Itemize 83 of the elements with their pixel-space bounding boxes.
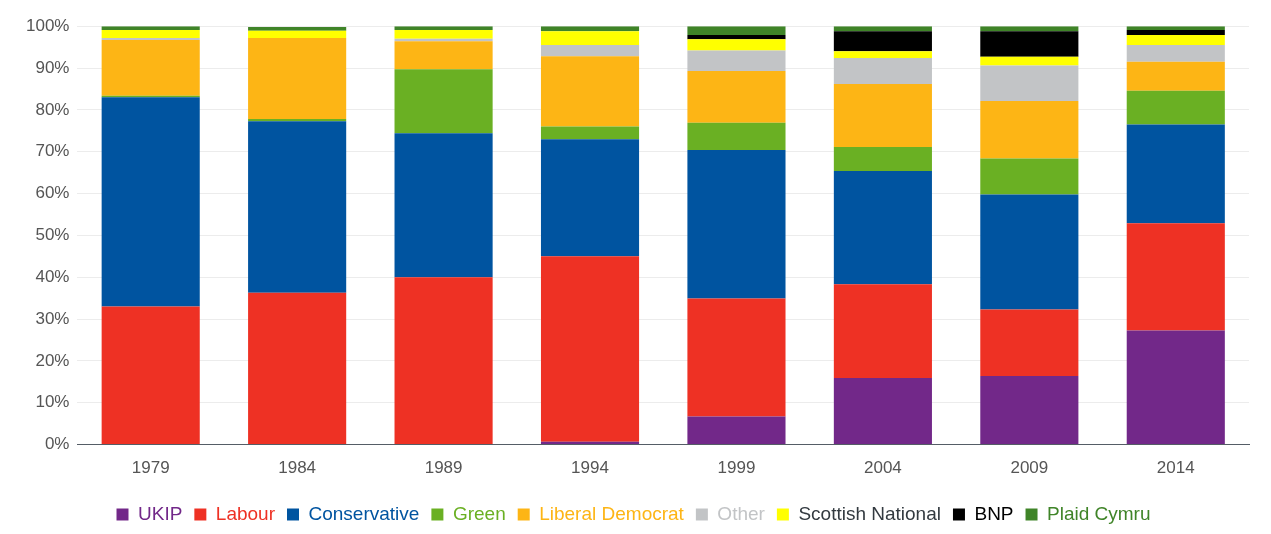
bar — [1126, 45, 1225, 62]
bar — [1126, 124, 1225, 224]
bar — [394, 41, 493, 70]
bar — [540, 31, 640, 46]
y-tick-label: 70% — [35, 141, 70, 161]
bar — [101, 37, 200, 41]
bar — [833, 31, 932, 52]
bar — [980, 65, 1079, 102]
bar — [248, 119, 347, 122]
y-tick-label: 100% — [26, 15, 70, 35]
bar — [687, 122, 786, 151]
legend-label: Plaid Cymru — [1047, 502, 1151, 524]
bar — [248, 121, 347, 293]
bar — [687, 150, 786, 299]
x-tick-label: 1979 — [131, 458, 170, 478]
bar — [833, 170, 932, 285]
bar — [540, 126, 640, 140]
bar — [540, 256, 640, 442]
legend-label: Green — [452, 502, 506, 524]
y-tick-label: 80% — [35, 99, 70, 119]
bar — [833, 147, 932, 171]
y-tick-label: 60% — [35, 183, 70, 203]
bar — [980, 194, 1079, 310]
bar — [980, 31, 1079, 57]
bar — [1126, 223, 1225, 331]
bar — [980, 56, 1079, 66]
bar — [248, 292, 347, 445]
bar — [394, 69, 493, 134]
bar — [980, 158, 1079, 195]
bar — [101, 306, 200, 445]
bar — [101, 97, 200, 307]
bar — [248, 30, 347, 38]
bar — [101, 29, 200, 38]
bar — [1126, 29, 1225, 35]
legend-label: Scottish National — [798, 502, 941, 524]
x-tick-label: 2004 — [863, 458, 902, 478]
x-tick-label: 1989 — [424, 458, 463, 478]
bar — [248, 37, 347, 120]
bar — [687, 298, 786, 417]
legend-label: Labour — [215, 502, 276, 524]
legend-label: Conservative — [308, 502, 420, 524]
bar — [687, 50, 786, 71]
bar — [687, 70, 786, 123]
bar — [980, 101, 1079, 159]
y-tick-label: 40% — [35, 266, 70, 286]
bar — [833, 284, 932, 379]
bar — [540, 45, 640, 57]
x-tick-label: 1999 — [717, 458, 756, 478]
bar — [833, 58, 932, 84]
bar — [980, 309, 1079, 376]
y-tick-label: 90% — [35, 57, 70, 77]
bar — [394, 133, 493, 278]
bar — [687, 416, 786, 445]
y-tick-label: 50% — [35, 225, 70, 245]
bar — [687, 26, 786, 35]
bar — [980, 375, 1079, 445]
bar — [1126, 61, 1225, 91]
bar — [833, 378, 932, 445]
bar — [687, 39, 786, 51]
bar — [540, 139, 640, 257]
bar — [833, 51, 932, 58]
y-tick-label: 0% — [44, 434, 70, 454]
legend-label: UKIP — [138, 502, 183, 524]
legend-label: Liberal Democrat — [539, 502, 685, 524]
bar — [248, 27, 347, 31]
x-tick-label: 1984 — [278, 458, 317, 478]
legend-label: Other — [717, 502, 766, 524]
y-tick-label: 20% — [35, 350, 70, 370]
bar — [1126, 34, 1225, 46]
x-tick-label: 2009 — [1010, 458, 1049, 478]
bar — [1126, 330, 1225, 445]
bar — [540, 56, 640, 127]
y-tick-label: 30% — [35, 308, 70, 328]
bar — [394, 29, 493, 39]
legend-label: BNP — [974, 502, 1014, 524]
x-tick-label: 1994 — [571, 458, 609, 478]
bar — [1126, 90, 1225, 125]
y-tick-label: 10% — [35, 392, 70, 412]
bar — [394, 277, 493, 445]
bar — [833, 83, 932, 148]
bar — [101, 40, 200, 96]
x-tick-label: 2014 — [1156, 458, 1195, 478]
bar — [687, 34, 786, 40]
